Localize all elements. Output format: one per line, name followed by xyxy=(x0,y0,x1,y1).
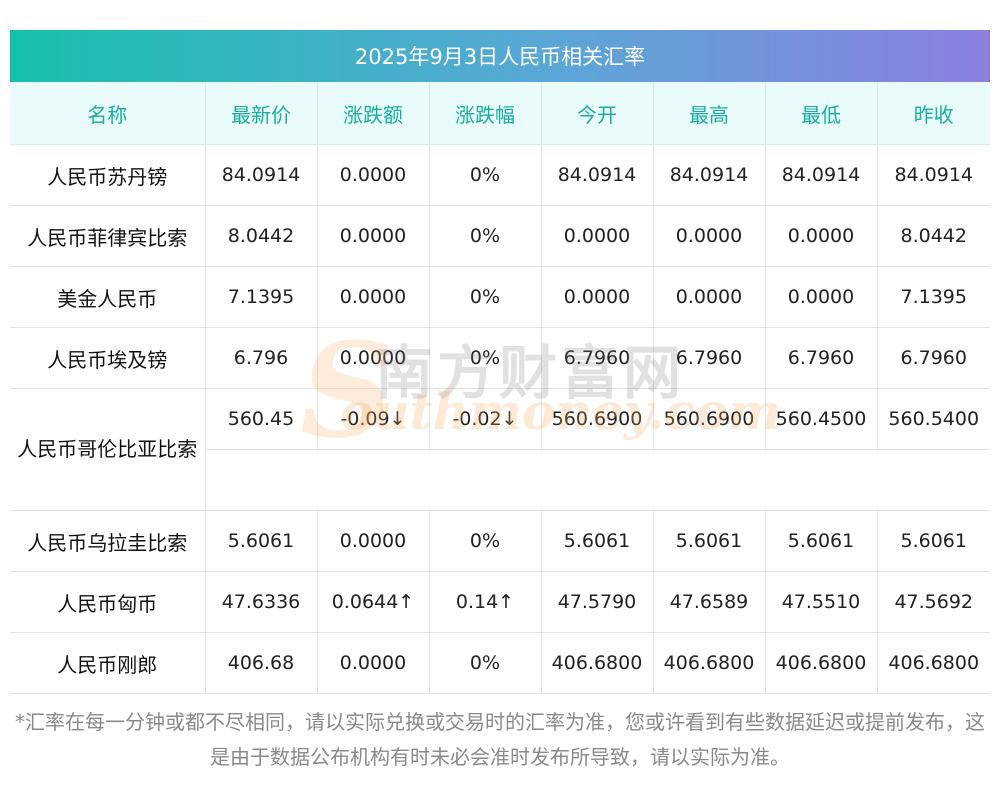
prev-close: 7.1395 xyxy=(877,266,990,328)
low-price: 560.4500 xyxy=(765,388,878,450)
latest-price: 47.6336 xyxy=(205,571,318,633)
change-amount: 0.0000 xyxy=(317,266,430,328)
currency-name[interactable]: 人民币匈币 xyxy=(10,571,206,633)
change-amount: 0.0644↑ xyxy=(317,571,430,633)
latest-price: 7.1395 xyxy=(205,266,318,328)
high-price: 84.0914 xyxy=(653,144,766,206)
high-price: 0.0000 xyxy=(653,266,766,328)
low-price: 6.7960 xyxy=(765,327,878,389)
change-amount: 0.0000 xyxy=(317,205,430,267)
currency-name[interactable]: 人民币苏丹镑 xyxy=(10,144,206,206)
currency-name[interactable]: 人民币刚郎 xyxy=(10,632,206,694)
prev-close: 560.5400 xyxy=(877,388,990,450)
low-price: 0.0000 xyxy=(765,205,878,267)
low-price: 0.0000 xyxy=(765,266,878,328)
column-header-change-pct: 涨跌幅 xyxy=(429,82,542,145)
open-price: 0.0000 xyxy=(541,266,654,328)
currency-name[interactable]: 人民币埃及镑 xyxy=(10,327,206,389)
table-row: 美金人民币 7.1395 0.0000 0% 0.0000 0.0000 0.0… xyxy=(10,266,990,328)
prev-close: 47.5692 xyxy=(877,571,990,633)
table-row: 人民币匈币 47.6336 0.0644↑ 0.14↑ 47.5790 47.6… xyxy=(10,571,990,633)
currency-name[interactable]: 人民币乌拉圭比索 xyxy=(10,510,206,572)
low-price: 84.0914 xyxy=(765,144,878,206)
latest-price: 406.68 xyxy=(205,632,318,694)
table-row: 人民币菲律宾比索 8.0442 0.0000 0% 0.0000 0.0000 … xyxy=(10,205,990,267)
prev-close: 6.7960 xyxy=(877,327,990,389)
low-price: 406.6800 xyxy=(765,632,878,694)
open-price: 6.7960 xyxy=(541,327,654,389)
change-amount: 0.0000 xyxy=(317,327,430,389)
change-percent: 0% xyxy=(429,632,542,694)
table-row: 人民币乌拉圭比索 5.6061 0.0000 0% 5.6061 5.6061 … xyxy=(10,510,990,572)
table-row-spacer xyxy=(10,449,990,511)
prev-close: 406.6800 xyxy=(877,632,990,694)
change-percent: -0.02↓ xyxy=(429,388,542,450)
exchange-rate-table: 名称 最新价 涨跌额 涨跌幅 今开 最高 最低 昨收 人民币苏丹镑 84.091… xyxy=(10,82,990,694)
table-row: 人民币苏丹镑 84.0914 0.0000 0% 84.0914 84.0914… xyxy=(10,144,990,206)
column-header-prev-close: 昨收 xyxy=(877,82,990,145)
latest-price: 8.0442 xyxy=(205,205,318,267)
open-price: 47.5790 xyxy=(541,571,654,633)
currency-name[interactable]: 人民币菲律宾比索 xyxy=(10,205,206,267)
disclaimer-note: *汇率在每一分钟或都不尽相同，请以实际兑换或交易时的汇率为准，您或许看到有些数据… xyxy=(15,710,985,769)
change-percent: 0.14↑ xyxy=(429,571,542,633)
prev-close: 8.0442 xyxy=(877,205,990,267)
prev-close: 5.6061 xyxy=(877,510,990,572)
currency-name[interactable]: 美金人民币 xyxy=(10,266,206,328)
high-price: 560.6900 xyxy=(653,388,766,450)
change-percent: 0% xyxy=(429,266,542,328)
low-price: 5.6061 xyxy=(765,510,878,572)
column-header-low: 最低 xyxy=(765,82,878,145)
high-price: 0.0000 xyxy=(653,205,766,267)
latest-price: 6.796 xyxy=(205,327,318,389)
column-header-latest: 最新价 xyxy=(205,82,318,145)
currency-name[interactable]: 人民币哥伦比亚比索 xyxy=(10,388,206,511)
latest-price: 5.6061 xyxy=(205,510,318,572)
change-percent: 0% xyxy=(429,327,542,389)
column-header-open: 今开 xyxy=(541,82,654,145)
latest-price: 84.0914 xyxy=(205,144,318,206)
open-price: 5.6061 xyxy=(541,510,654,572)
table-row: 人民币埃及镑 6.796 0.0000 0% 6.7960 6.7960 6.7… xyxy=(10,327,990,389)
change-percent: 0% xyxy=(429,144,542,206)
high-price: 6.7960 xyxy=(653,327,766,389)
change-amount: 0.0000 xyxy=(317,510,430,572)
change-amount: 0.0000 xyxy=(317,632,430,694)
open-price: 560.6900 xyxy=(541,388,654,450)
page-title: 2025年9月3日人民币相关汇率 xyxy=(10,30,990,82)
column-header-change: 涨跌额 xyxy=(317,82,430,145)
open-price: 0.0000 xyxy=(541,205,654,267)
change-amount: -0.09↓ xyxy=(317,388,430,450)
change-percent: 0% xyxy=(429,205,542,267)
prev-close: 84.0914 xyxy=(877,144,990,206)
high-price: 406.6800 xyxy=(653,632,766,694)
change-amount: 0.0000 xyxy=(317,144,430,206)
table-row: 人民币刚郎 406.68 0.0000 0% 406.6800 406.6800… xyxy=(10,632,990,694)
table-row: 人民币哥伦比亚比索 560.45 -0.09↓ -0.02↓ 560.6900 … xyxy=(10,388,990,511)
low-price: 47.5510 xyxy=(765,571,878,633)
column-header-high: 最高 xyxy=(653,82,766,145)
latest-price: 560.45 xyxy=(205,388,318,450)
high-price: 47.6589 xyxy=(653,571,766,633)
high-price: 5.6061 xyxy=(653,510,766,572)
open-price: 84.0914 xyxy=(541,144,654,206)
open-price: 406.6800 xyxy=(541,632,654,694)
change-percent: 0% xyxy=(429,510,542,572)
empty-cell xyxy=(205,449,990,511)
column-header-name: 名称 xyxy=(10,82,206,145)
table-header-row: 名称 最新价 涨跌额 涨跌幅 今开 最高 最低 昨收 xyxy=(10,82,990,145)
